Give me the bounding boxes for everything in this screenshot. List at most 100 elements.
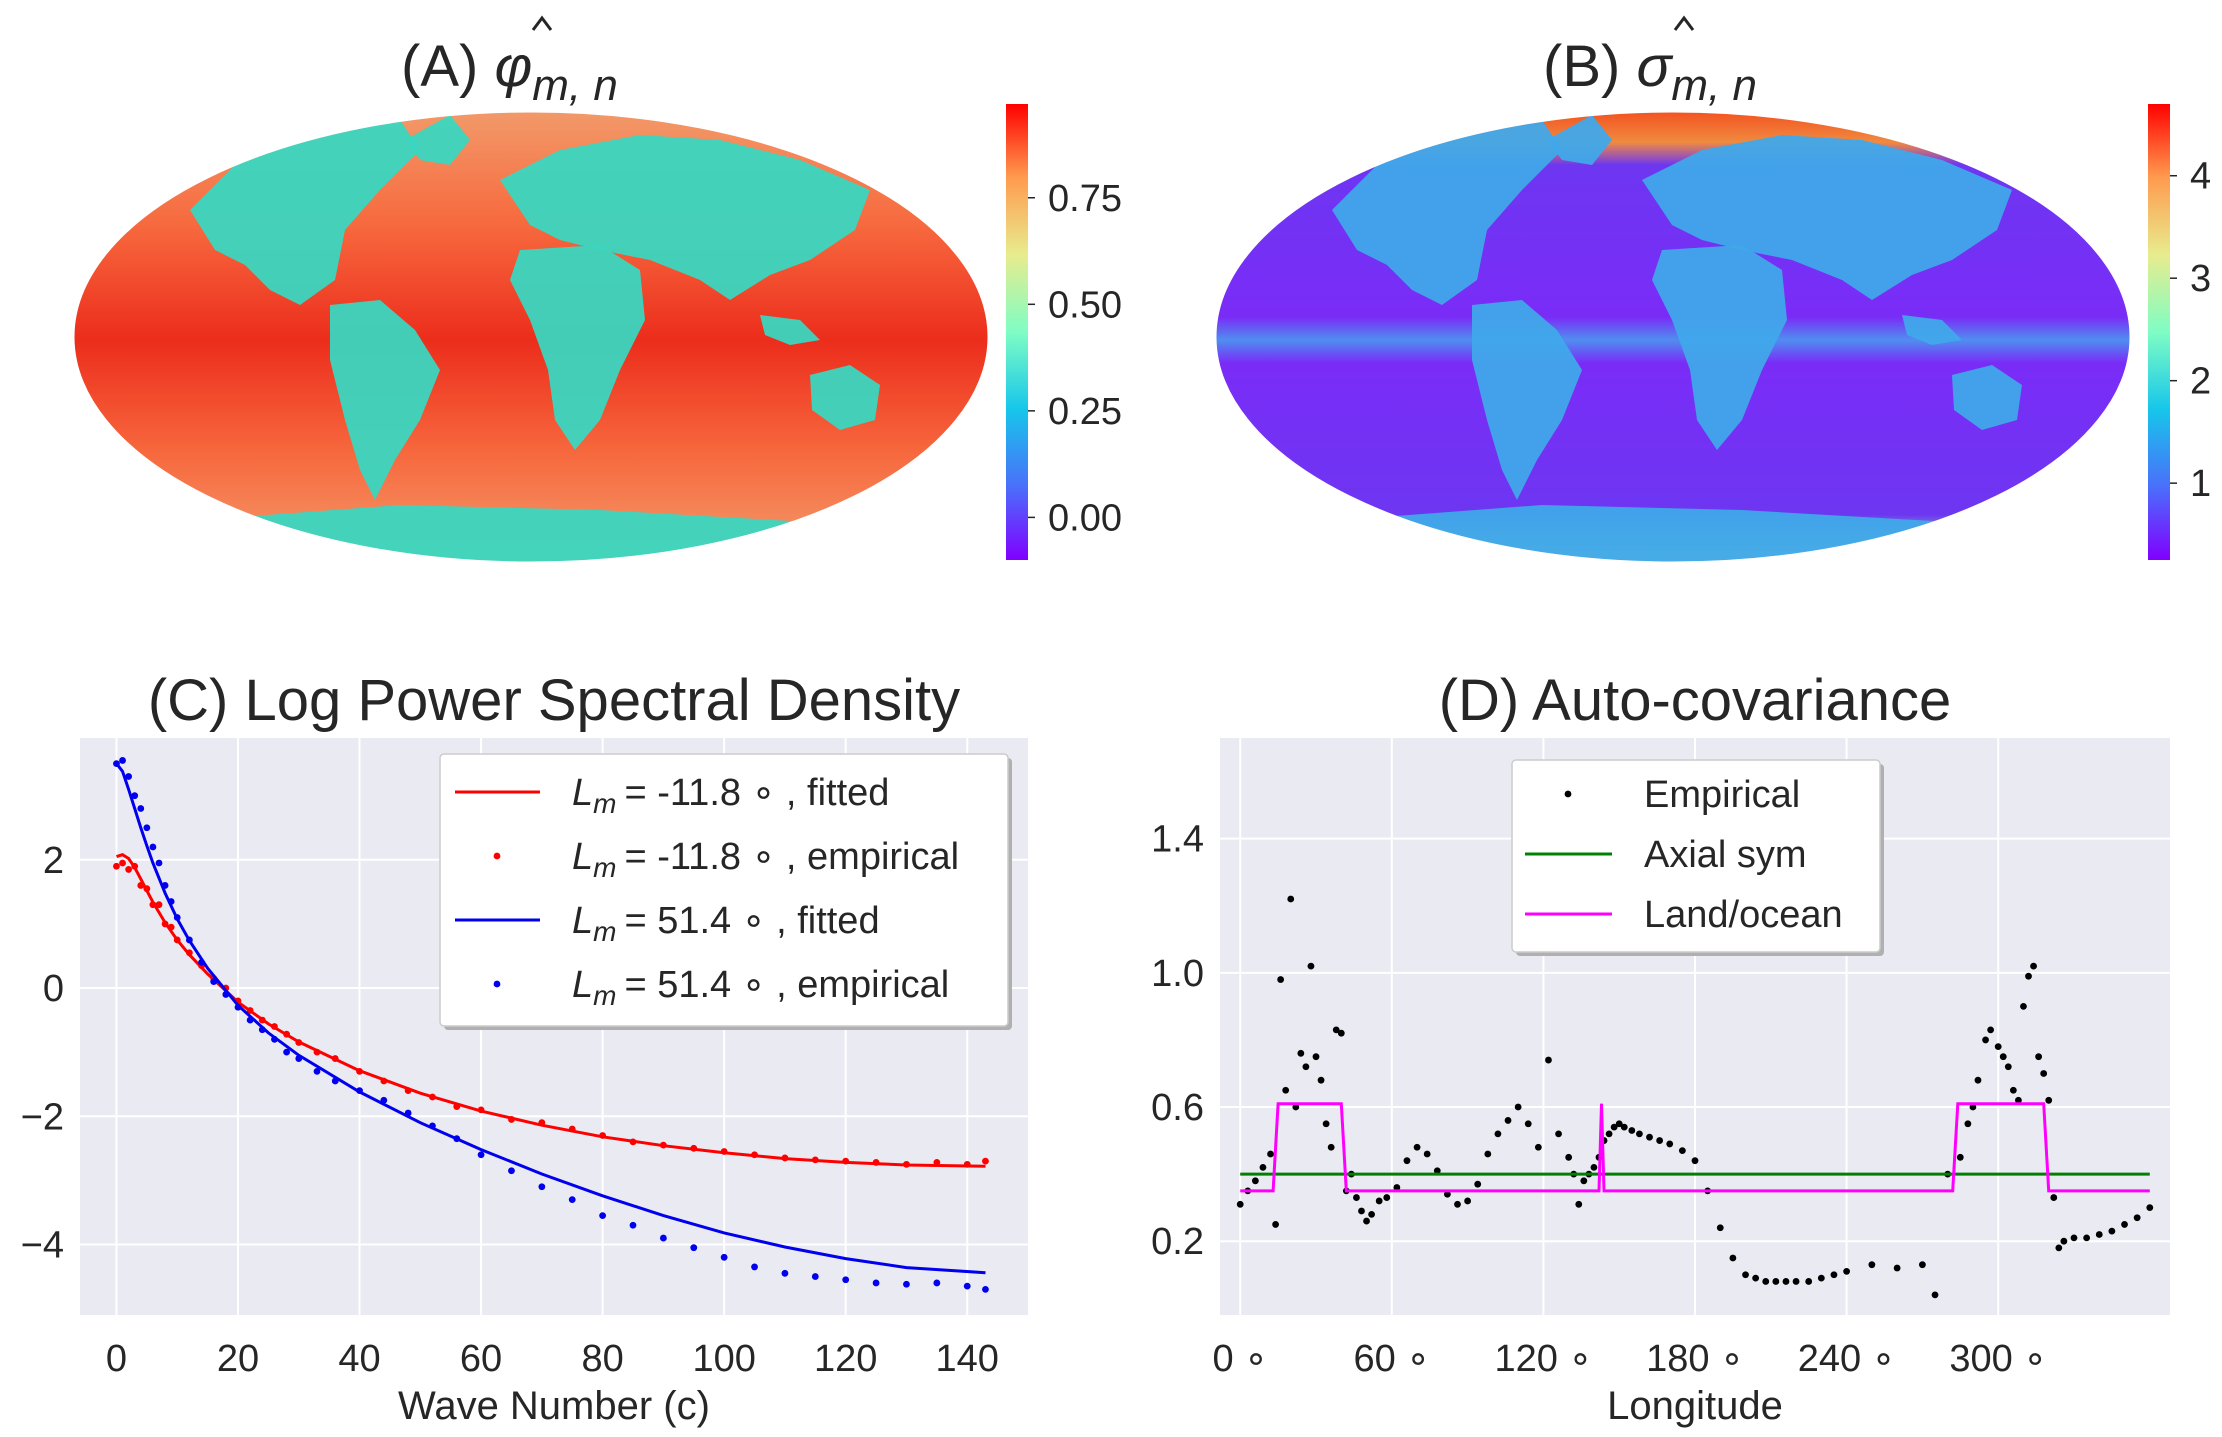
- land-region: [760, 315, 820, 345]
- data-point: [1504, 1117, 1512, 1124]
- panel-a-map: (A) φm, n 0.00 0.25 0.50 0.75: [73, 15, 1122, 563]
- data-point: [538, 1183, 546, 1191]
- data-point: [2045, 1096, 2053, 1104]
- data-point: [720, 1253, 728, 1261]
- title-subscript: m, n: [1671, 61, 1757, 110]
- data-point: [125, 866, 133, 873]
- data-point: [2004, 1063, 2012, 1071]
- legend-label-sub: m: [593, 852, 616, 883]
- data-point: [1964, 1120, 1972, 1128]
- y-tick-label: 1.4: [1151, 819, 1204, 861]
- data-point: [1666, 1140, 1674, 1148]
- data-point: [1636, 1130, 1643, 1138]
- data-point: [1423, 1150, 1431, 1158]
- data-point: [599, 1212, 607, 1220]
- data-point: [404, 1109, 412, 1117]
- data-point: [842, 1157, 850, 1165]
- data-point: [1307, 962, 1315, 970]
- data-point: [246, 1016, 254, 1024]
- data-point: [1393, 1184, 1401, 1191]
- data-point: [429, 1093, 436, 1101]
- data-point: [751, 1263, 758, 1271]
- land-region: [1547, 115, 1612, 165]
- data-point: [1302, 1063, 1310, 1071]
- data-point: [1317, 1076, 1325, 1084]
- data-point: [271, 1035, 278, 1043]
- data-point: [1267, 1150, 1274, 1158]
- title-hat-accent: [1673, 15, 1695, 31]
- data-point: [2055, 1244, 2063, 1252]
- data-point: [538, 1119, 546, 1127]
- land-region: [405, 115, 470, 165]
- data-point: [1534, 1143, 1542, 1151]
- data-point: [2009, 1086, 2017, 1094]
- data-point: [453, 1103, 461, 1111]
- legend-label-sub: m: [593, 980, 616, 1011]
- data-point: [404, 1087, 412, 1095]
- data-point: [1792, 1278, 1800, 1285]
- panel-d-auto-covariance: 0 ∘ 60 ∘ 120 ∘ 180 ∘ 240 ∘ 300 ∘ 0.2 0.6 1.0 1.4 (…: [1151, 668, 2170, 1428]
- data-point: [690, 1244, 698, 1252]
- legend-label-symbol: L: [572, 900, 593, 942]
- y-tick-label: 1.0: [1151, 953, 1204, 995]
- data-point: [1590, 1163, 1598, 1171]
- data-point: [659, 1141, 667, 1149]
- data-point: [313, 1048, 321, 1056]
- data-point: [1454, 1200, 1461, 1208]
- data-point: [173, 914, 181, 921]
- data-point: [1620, 1123, 1628, 1131]
- data-point: [155, 901, 163, 909]
- data-point: [1656, 1137, 1664, 1144]
- x-tick-label: 120: [814, 1338, 877, 1380]
- legend-label-symbol: L: [572, 772, 593, 814]
- data-point: [1322, 1120, 1330, 1128]
- panel-b-map: (B) σm, n 1 2 3 4: [1215, 15, 2211, 563]
- data-point: [331, 1077, 339, 1085]
- data-point: [720, 1148, 728, 1155]
- data-point: [1251, 1177, 1259, 1185]
- data-point: [1678, 1147, 1686, 1155]
- data-point: [751, 1151, 758, 1159]
- title-hat-accent: [531, 15, 553, 31]
- data-point: [1580, 1177, 1588, 1185]
- data-point: [198, 958, 205, 966]
- data-point: [1464, 1197, 1472, 1205]
- data-point: [161, 882, 169, 889]
- data-point: [1358, 1207, 1365, 1215]
- data-point: [1782, 1278, 1790, 1285]
- legend-label-sub: m: [593, 916, 616, 947]
- data-point: [1565, 1153, 1573, 1161]
- data-point: [2070, 1234, 2078, 1242]
- data-point: [1893, 1264, 1901, 1272]
- legend-label: Axial sym: [1644, 834, 1807, 876]
- data-point: [1297, 1049, 1305, 1057]
- land-region: [1342, 505, 2002, 562]
- data-point: [1282, 1086, 1290, 1094]
- colorbar-tick-label: 4: [2190, 156, 2211, 198]
- data-point: [1236, 1200, 1244, 1208]
- data-point: [811, 1156, 819, 1164]
- data-point: [1277, 976, 1285, 983]
- data-point: [690, 1144, 698, 1152]
- data-point: [1403, 1157, 1411, 1165]
- legend-label: Lm = -11.8 ∘ , empirical: [572, 836, 959, 883]
- map-body: [74, 112, 988, 562]
- data-point: [2121, 1221, 2128, 1228]
- data-point: [1383, 1194, 1391, 1201]
- data-point: [1337, 1029, 1345, 1037]
- map-outline: [1215, 111, 2131, 563]
- colorbar-tick-label: 0.50: [1048, 284, 1122, 326]
- legend-swatch-point: [1564, 790, 1572, 798]
- data-point: [1610, 1123, 1618, 1131]
- data-point: [903, 1160, 910, 1168]
- data-point: [982, 1157, 989, 1165]
- data-point: [508, 1116, 515, 1123]
- map-body: [1216, 112, 2130, 562]
- x-axis-label: Wave Number (c): [398, 1384, 710, 1428]
- data-point: [137, 805, 145, 812]
- data-point: [781, 1269, 789, 1277]
- data-point: [222, 991, 230, 998]
- title-symbol: σ: [1636, 34, 1673, 99]
- data-point: [1413, 1143, 1421, 1151]
